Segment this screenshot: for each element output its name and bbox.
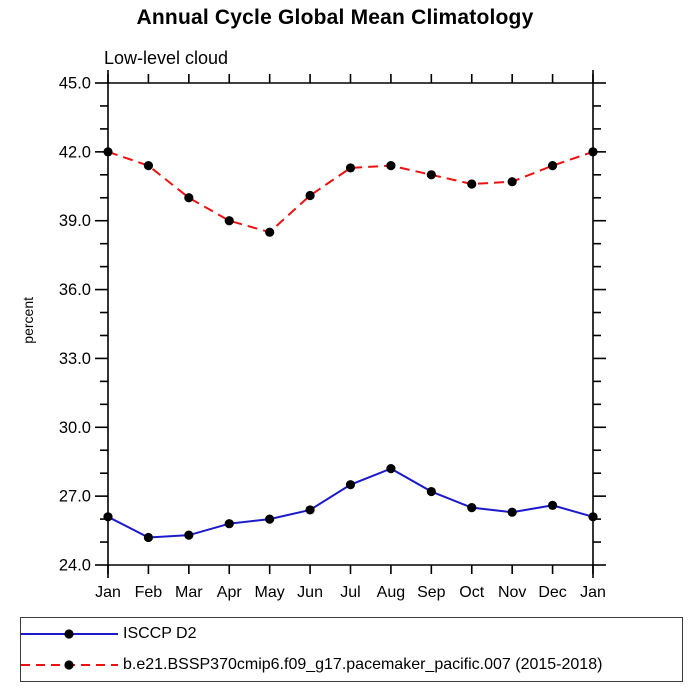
x-tick-label: Jun (297, 584, 323, 601)
chart-title: Annual Cycle Global Mean Climatology (136, 6, 534, 29)
data-point-marker (588, 147, 598, 157)
legend-marker (64, 629, 74, 639)
legend-key-line-icon (21, 629, 118, 639)
data-point-marker (426, 486, 436, 497)
y-tick-label: 27.0 (59, 488, 91, 506)
legend-key-line-icon (21, 660, 118, 670)
x-tick-label: Jan (580, 584, 606, 601)
x-tick-label: Dec (538, 584, 566, 601)
chart-subtitle: Low-level cloud (104, 48, 229, 68)
y-tick-label: 30.0 (59, 419, 91, 437)
data-point-marker (547, 500, 558, 510)
data-point-marker (426, 170, 436, 180)
data-point-marker (143, 161, 154, 171)
x-tick-label: Nov (498, 584, 526, 601)
data-point-marker (345, 480, 356, 490)
y-tick-label: 33.0 (59, 350, 91, 368)
x-tick-label: Apr (217, 584, 243, 601)
data-point-marker (265, 514, 275, 524)
data-point-marker (507, 507, 517, 517)
series-line-solid (107, 467, 594, 539)
y-tick-label: 39.0 (59, 212, 91, 230)
data-point-marker (305, 505, 315, 515)
legend-label: b.e21.BSSP370cmip6.f09_g17.pacemaker_pac… (123, 656, 603, 673)
data-point-marker (103, 147, 113, 157)
data-point-marker (224, 519, 234, 529)
data-point-marker (467, 179, 477, 189)
data-point-marker (386, 161, 396, 171)
y-tick-label: 24.0 (59, 557, 91, 575)
data-point-marker (265, 227, 275, 237)
x-tick-label: Aug (377, 584, 405, 601)
legend-item-model: b.e21.BSSP370cmip6.f09_g17.pacemaker_pac… (21, 650, 682, 680)
data-point-marker (305, 190, 315, 201)
legend-item-isccp: ISCCP D2 (21, 619, 682, 649)
x-tick-label: Jan (95, 584, 121, 601)
data-point-marker (143, 532, 154, 543)
data-point-marker (467, 503, 477, 513)
x-tick-label: May (255, 584, 285, 601)
data-point-marker (103, 512, 113, 522)
x-tick-label: Oct (459, 584, 484, 601)
x-tick-label: Jul (340, 584, 360, 601)
y-tick-label: 36.0 (59, 281, 91, 299)
x-tick-label: Mar (175, 584, 203, 601)
data-point-marker (224, 216, 234, 226)
data-point-marker (547, 161, 558, 171)
x-tick-label: Sep (417, 584, 446, 601)
legend-marker (64, 660, 74, 670)
legend-label: ISCCP D2 (123, 625, 197, 642)
data-point-marker (588, 512, 598, 522)
data-point-marker (507, 177, 517, 187)
data-point-marker (386, 464, 396, 474)
y-tick-label: 42.0 (59, 143, 91, 161)
x-tick-label: Feb (135, 584, 163, 601)
legend: ISCCP D2 b.e21.BSSP370cmip6.f09_g17.pace… (20, 617, 683, 682)
data-point-marker (345, 163, 356, 173)
y-tick-label: 45.0 (59, 75, 91, 93)
data-point-marker (184, 530, 194, 540)
data-point-marker (184, 193, 194, 203)
